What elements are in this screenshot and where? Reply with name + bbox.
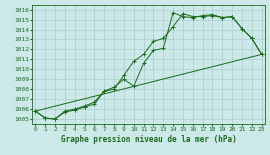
X-axis label: Graphe pression niveau de la mer (hPa): Graphe pression niveau de la mer (hPa) — [61, 135, 236, 144]
